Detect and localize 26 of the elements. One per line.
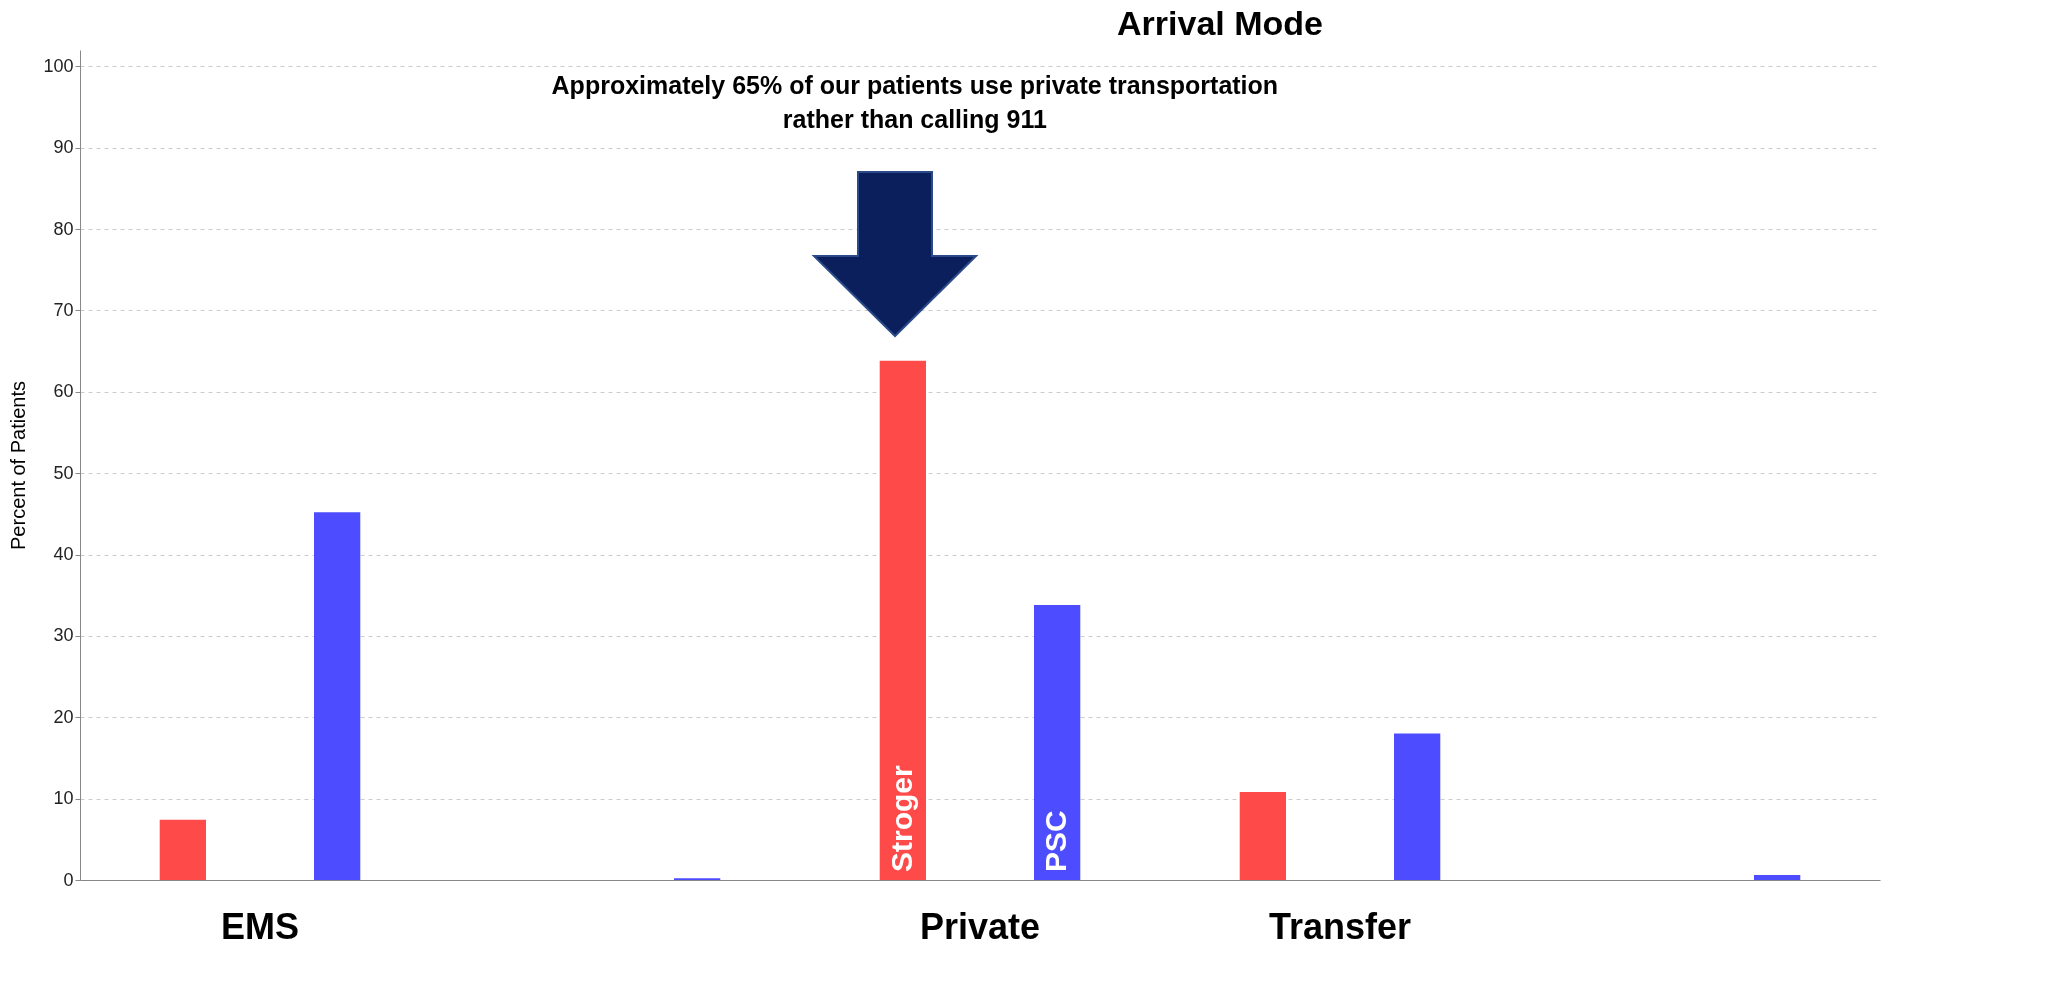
y-axis-title: Percent of Patients: [7, 381, 30, 550]
chart-title: Arrival Mode: [1117, 4, 1323, 42]
x-tick-label: Private: [919, 905, 1041, 947]
x-tick-label: Transfer: [1268, 905, 1412, 947]
bar: [314, 512, 361, 880]
x-tick-label: EMS: [220, 905, 300, 947]
y-tick-label: 30: [53, 625, 74, 646]
series-label: Stroger: [884, 764, 918, 872]
y-tick-label: 40: [53, 544, 74, 565]
y-tick-label: 70: [53, 299, 74, 320]
bar: [1239, 792, 1286, 880]
bar: [159, 819, 206, 880]
series-label: PSC: [1039, 810, 1073, 872]
y-tick-label: 60: [53, 381, 74, 402]
y-tick-label: 100: [43, 55, 74, 76]
y-tick-label: 0: [63, 869, 74, 890]
bar: [1034, 604, 1081, 880]
annotation: Approximately 65% of our patients use private transportation rather than calling 911: [550, 69, 1280, 135]
y-tick-label: 90: [53, 137, 74, 158]
y-tick-label: 80: [53, 218, 74, 239]
y-tick-label: 20: [53, 706, 74, 727]
y-tick-label: 10: [53, 788, 74, 809]
bar: [1394, 733, 1441, 880]
y-tick-label: 50: [53, 462, 74, 483]
bar: [879, 360, 926, 880]
bar: [1754, 875, 1801, 880]
